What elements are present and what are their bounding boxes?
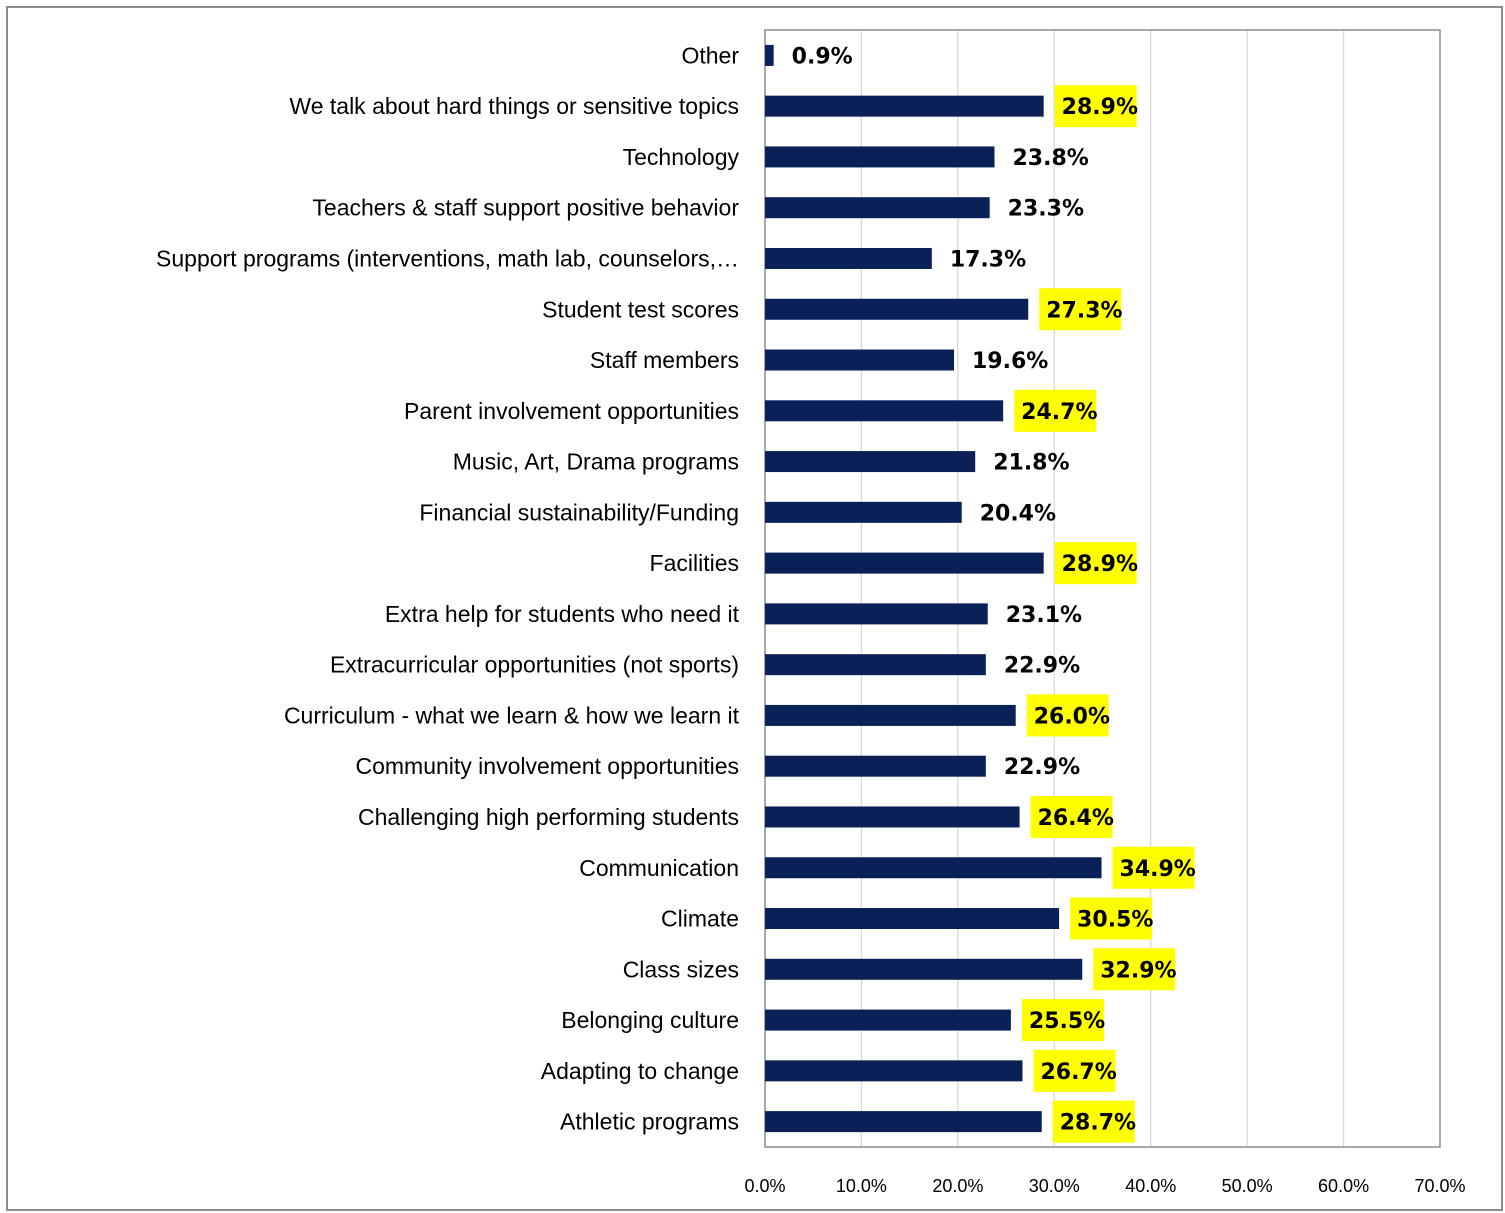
bar <box>765 1009 1011 1031</box>
x-tick-label: 10.0% <box>836 1176 887 1196</box>
chart-frame <box>6 6 1503 1211</box>
category-label: Belonging culture <box>561 1007 739 1033</box>
bar <box>765 95 1044 117</box>
category-label: Student test scores <box>542 296 739 322</box>
bar <box>765 146 995 168</box>
category-label: Adapting to change <box>541 1058 739 1084</box>
data-label: 26.7% <box>1040 1060 1116 1085</box>
data-label-highlight <box>1021 999 1104 1042</box>
category-label: Technology <box>623 144 740 170</box>
data-label: 21.8% <box>993 451 1069 476</box>
category-label: Community involvement opportunities <box>355 753 739 779</box>
data-label-highlight <box>1054 542 1137 585</box>
data-labels: 0.9% 28.9% 23.8% 23.3% 17.3% 27.3% 19.6% 24.7% 2… <box>792 44 1196 1143</box>
x-tick-label: 70.0% <box>1414 1176 1465 1196</box>
bar <box>765 349 954 371</box>
data-label: 27.3% <box>1046 298 1122 323</box>
bar <box>765 704 1016 726</box>
data-label: 24.7% <box>1021 400 1097 425</box>
data-label: 34.9% <box>1120 857 1196 882</box>
category-label: Support programs (interventions, math la… <box>156 245 739 271</box>
category-label: Teachers & staff support positive behavi… <box>312 195 739 221</box>
category-label: Communication <box>579 855 739 881</box>
category-label: Class sizes <box>623 956 739 982</box>
category-label: Facilities <box>650 550 739 576</box>
data-label: 30.5% <box>1077 908 1153 933</box>
bar <box>765 806 1020 828</box>
category-label: Music, Art, Drama programs <box>453 449 739 475</box>
category-label: Extracurricular opportunities (not sport… <box>330 652 739 678</box>
data-label-highlight <box>1039 288 1122 331</box>
data-label-highlight <box>1070 897 1153 940</box>
bar <box>765 451 976 473</box>
data-label: 17.3% <box>950 247 1026 272</box>
bars <box>765 44 1102 1133</box>
category-label: Other <box>681 42 739 68</box>
category-label: Staff members <box>590 347 739 373</box>
data-label-highlight <box>1014 389 1097 432</box>
data-label-highlight <box>1052 1100 1135 1143</box>
category-label: Parent involvement opportunities <box>404 398 739 424</box>
data-label: 19.6% <box>972 349 1048 374</box>
data-label: 23.8% <box>1013 146 1089 171</box>
bar <box>765 197 990 219</box>
data-label: 25.5% <box>1029 1009 1105 1034</box>
category-label: We talk about hard things or sensitive t… <box>289 93 739 119</box>
data-label: 32.9% <box>1100 958 1176 983</box>
bar <box>765 1111 1042 1133</box>
data-label: 20.4% <box>980 501 1056 526</box>
data-label: 23.1% <box>1006 603 1082 628</box>
data-label: 28.9% <box>1062 95 1138 120</box>
data-label-highlight <box>1093 948 1176 991</box>
category-label: Climate <box>661 906 739 932</box>
category-label: Curriculum - what we learn & how we lear… <box>284 702 740 728</box>
category-label: Financial sustainability/Funding <box>419 499 739 525</box>
category-labels: Other We talk about hard things or sensit… <box>156 42 740 1134</box>
x-tick-label: 30.0% <box>1029 1176 1080 1196</box>
bar <box>765 908 1060 930</box>
bar <box>765 501 962 523</box>
data-label-highlight <box>1112 846 1195 889</box>
bar <box>765 755 986 777</box>
data-label-highlight <box>1026 694 1109 737</box>
data-label: 23.3% <box>1008 197 1084 222</box>
bar <box>765 603 988 625</box>
category-label: Extra help for students who need it <box>385 601 740 627</box>
x-tick-label: 20.0% <box>932 1176 983 1196</box>
x-tick-label: 50.0% <box>1222 1176 1273 1196</box>
data-label-highlight <box>1054 85 1137 128</box>
bar <box>765 857 1102 879</box>
bar <box>765 298 1029 320</box>
category-label: Challenging high performing students <box>358 804 739 830</box>
category-label: Athletic programs <box>560 1109 739 1135</box>
bar <box>765 247 932 269</box>
x-tick-label: 0.0% <box>744 1176 785 1196</box>
bar <box>765 44 774 66</box>
plot-area <box>764 29 1441 1148</box>
data-label: 26.4% <box>1038 806 1114 831</box>
data-label-highlight <box>1033 1049 1116 1092</box>
bar <box>765 654 986 676</box>
data-label-highlight <box>1030 795 1113 838</box>
data-label: 26.0% <box>1034 704 1110 729</box>
data-label: 22.9% <box>1004 755 1080 780</box>
bar <box>765 1060 1023 1082</box>
data-label: 0.9% <box>792 44 853 69</box>
data-label: 28.7% <box>1060 1111 1136 1136</box>
x-tick-label: 40.0% <box>1125 1176 1176 1196</box>
data-label: 28.9% <box>1062 552 1138 577</box>
x-axis-ticks: 0.0% 10.0% 20.0% 30.0% 40.0% 50.0% 60.0% 70.0% <box>744 1176 1465 1196</box>
data-label: 22.9% <box>1004 654 1080 679</box>
bar <box>765 400 1004 422</box>
bar <box>765 552 1044 574</box>
bar <box>765 958 1083 980</box>
x-tick-label: 60.0% <box>1318 1176 1369 1196</box>
